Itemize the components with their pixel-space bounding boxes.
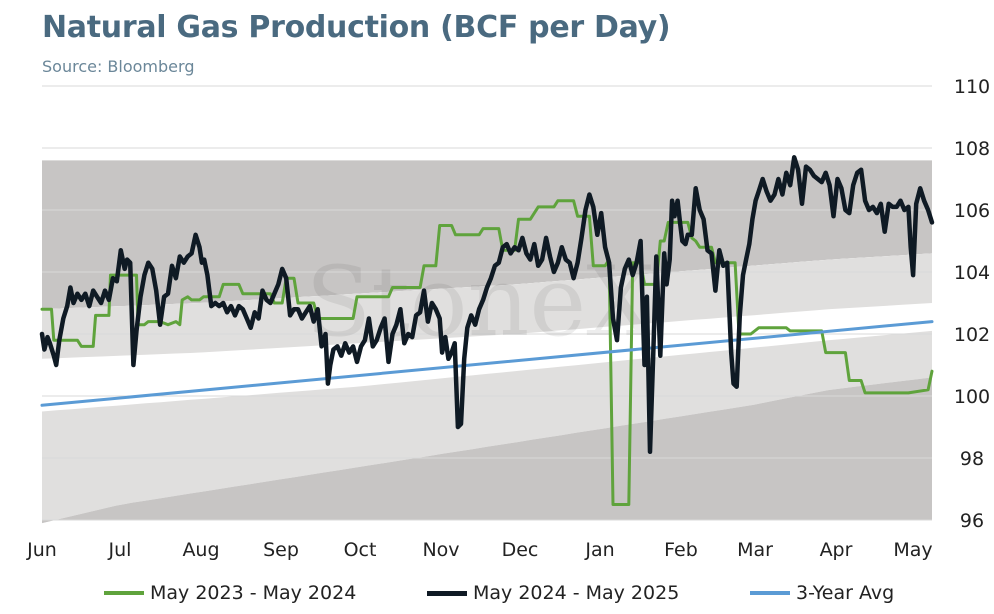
band-upper-inner [42,253,932,359]
y-tick-label: 108 [954,138,990,160]
y-tick-label: 110 [954,76,990,98]
legend-label-2024: May 2024 - May 2025 [473,582,680,604]
band-lower-inner [42,330,932,524]
x-tick-label: May [893,539,932,561]
y-tick-label: 98 [960,448,984,470]
y-tick-label: 100 [954,386,990,408]
series-line-avg [40,320,934,407]
x-tick-label: Nov [422,539,459,561]
y-tick-label: 104 [954,262,990,284]
y-tick-label: 96 [960,510,984,532]
chart-source: Source: Bloomberg [42,57,195,76]
band-lower-outer [42,377,932,524]
series-lines [39,155,935,506]
x-tick-label: Jul [108,539,132,561]
x-tick-label: Sep [263,539,299,561]
legend-label-2023: May 2023 - May 2024 [150,582,357,604]
range-bands [42,160,932,524]
legend-item-2023: May 2023 - May 2024 [104,582,356,604]
legend-item-2024: May 2024 - May 2025 [427,582,679,604]
x-tick-label: Jan [584,539,614,561]
x-tick-label: Jun [26,539,57,561]
chart-title: Natural Gas Production (BCF per Day) [42,10,671,45]
legend-swatch-avg [750,591,790,595]
legend-swatch-2024 [427,590,467,596]
y-tick-label: 102 [954,324,990,346]
legend: May 2023 - May 2024 May 2024 - May 2025 … [0,582,994,608]
x-tick-label: Mar [737,539,773,561]
y-axis: 96 98 100 102 104 106 108 110 [954,76,990,532]
legend-swatch-2023 [104,591,144,595]
x-tick-label: Dec [502,539,539,561]
gridlines [42,85,932,521]
x-tick-label: Feb [664,539,698,561]
y-tick-label: 106 [954,200,990,222]
legend-item-avg: 3-Year Avg [750,582,894,604]
legend-label-avg: 3-Year Avg [796,582,895,604]
x-tick-label: Apr [820,539,853,561]
series-line-2024 [39,155,935,455]
x-tick-label: Aug [182,539,219,561]
x-axis: Jun Jul Aug Sep Oct Nov Dec Jan Feb Mar Apr May [26,539,932,561]
x-tick-label: Oct [344,539,377,561]
